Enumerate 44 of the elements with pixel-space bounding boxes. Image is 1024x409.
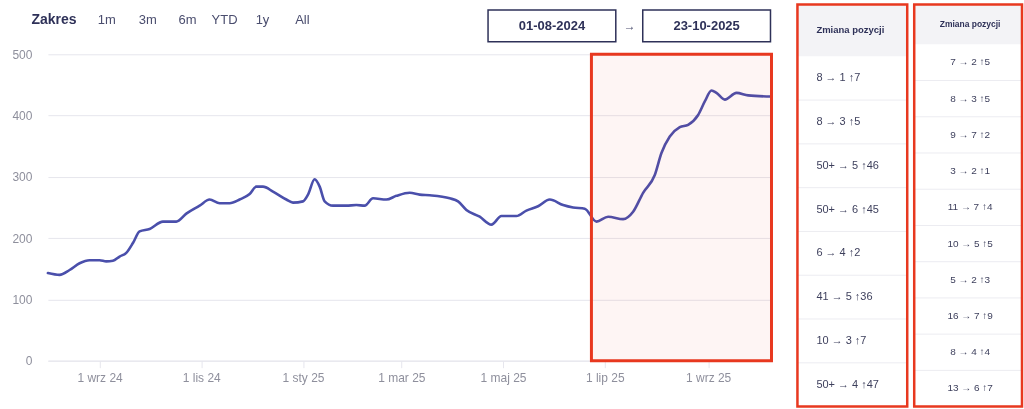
text: 3 → 2 ↑1 <box>950 165 991 177</box>
line-series <box>46 89 773 277</box>
text: 10 → 5 ↑5 <box>947 237 994 249</box>
text: 50+ → 6 ↑45 <box>816 202 879 215</box>
x-tick-label: 1 wrz 25 <box>686 371 732 386</box>
y-tick-label: 500 <box>12 47 33 62</box>
text: Zmiana pozycji <box>939 19 1001 30</box>
text: YTD <box>211 12 238 28</box>
x-tick-label: 1 sty 25 <box>282 371 325 386</box>
text: 8 → 4 ↑4 <box>950 346 991 358</box>
x-tick-label: 1 maj 25 <box>480 371 527 386</box>
text: 41 → 5 ↑36 <box>816 290 873 303</box>
y-tick-label: 200 <box>12 231 33 246</box>
text: 13 → 6 ↑7 <box>947 382 994 394</box>
text: 1y <box>255 12 270 28</box>
text: 6 → 4 ↑2 <box>816 246 861 259</box>
text: 50+ → 5 ↑46 <box>816 158 879 171</box>
text: 11 → 7 ↑4 <box>947 201 993 213</box>
text: 8 → 1 ↑7 <box>816 71 861 84</box>
text: 23-10-2025 <box>673 17 740 33</box>
text: 10 → 3 ↑7 <box>816 333 867 346</box>
text: 01-08-2024 <box>518 17 586 33</box>
text: 50+ → 4 ↑47 <box>816 377 879 390</box>
text: 9 → 7 ↑2 <box>950 128 991 140</box>
text: 6m <box>178 12 197 28</box>
y-tick-label: 0 <box>25 354 33 369</box>
text: 1m <box>97 12 116 28</box>
text: 7 → 2 ↑5 <box>950 56 991 68</box>
text: 8 → 3 ↑5 <box>950 92 991 104</box>
text: All <box>295 12 310 28</box>
text: 5 → 2 ↑3 <box>950 273 991 285</box>
x-tick-label: 1 lip 25 <box>585 371 625 386</box>
text: Zakres <box>31 11 77 28</box>
x-tick-label: 1 wrz 24 <box>77 371 124 386</box>
text: 16 → 7 ↑9 <box>947 310 994 322</box>
text: 3m <box>138 12 157 28</box>
y-tick-label: 300 <box>12 170 33 185</box>
text: Zmiana pozycji <box>816 24 885 36</box>
text: 8 → 3 ↑5 <box>816 114 861 127</box>
text: → <box>623 18 636 33</box>
x-tick-label: 1 lis 24 <box>182 371 222 386</box>
x-tick-label: 1 mar 25 <box>378 371 426 386</box>
y-tick-label: 400 <box>12 109 33 124</box>
y-tick-label: 100 <box>12 292 33 307</box>
